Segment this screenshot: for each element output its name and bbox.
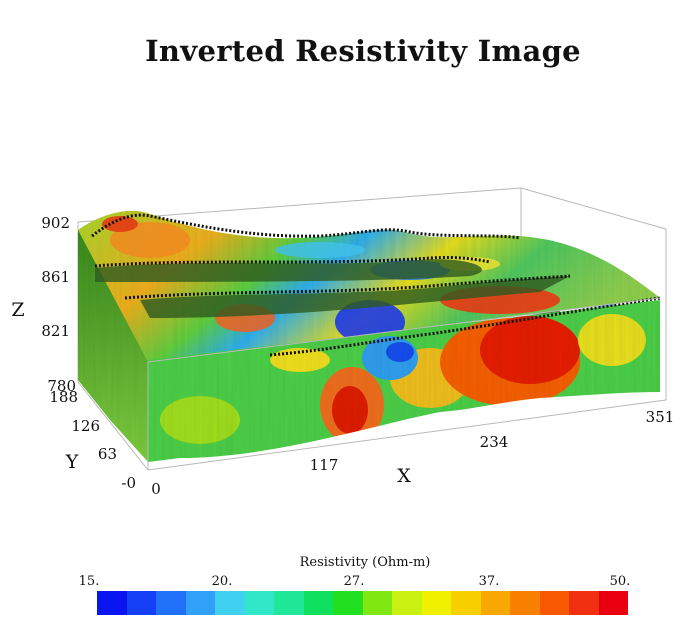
- colorbar-cell: [451, 591, 481, 615]
- colorbar-cell: [244, 591, 274, 615]
- x-tick-117: 117: [310, 456, 339, 474]
- colorbar-cell: [156, 591, 186, 615]
- colorbar-cell: [510, 591, 540, 615]
- colorbar-cell: [598, 591, 628, 615]
- x-axis-label: X: [397, 465, 411, 487]
- colorbar-tick-27: 27.: [343, 574, 365, 589]
- z-axis-label: Z: [11, 299, 24, 321]
- z-tick-821: 821: [41, 322, 70, 340]
- colorbar-cell: [480, 591, 510, 615]
- colorbar-tick-50: 50.: [609, 574, 631, 589]
- colorbar-tick-15: 15.: [78, 574, 100, 589]
- z-tick-861: 861: [41, 268, 70, 286]
- colorbar-cell: [333, 591, 363, 615]
- survey-lines: [91, 213, 661, 357]
- colorbar-cell: [569, 591, 599, 615]
- colorbar-cell: [362, 591, 392, 615]
- y-axis-label: Y: [65, 451, 79, 473]
- colorbar-cell: [539, 591, 569, 615]
- colorbar-title: Resistivity (Ohm-m): [299, 555, 431, 570]
- survey-line-3: [124, 274, 571, 300]
- colorbar-cell: [126, 591, 156, 615]
- colorbar-cell: [185, 591, 215, 615]
- z-tick-780: 780: [47, 377, 76, 395]
- chart-title: Inverted Resistivity Image: [145, 34, 581, 68]
- colorbar-cell: [215, 591, 245, 615]
- colorbar-cell: [274, 591, 304, 615]
- colorbar-cell: [303, 591, 333, 615]
- y-tick-126: 126: [71, 417, 100, 435]
- y-axis: 188 126 63 -0 Y: [49, 388, 136, 492]
- colorbar-tick-20: 20.: [211, 574, 233, 589]
- colorbar: [97, 591, 628, 615]
- colorbar-tick-37: 37.: [478, 574, 500, 589]
- z-axis: 902 861 821 780 Z: [11, 214, 76, 395]
- chart-plot-area: 902 861 821 780 Z 188 126 63 -0 Y 0 117 …: [11, 187, 674, 498]
- y-tick-63: 63: [98, 445, 117, 463]
- y-tick-188: 188: [49, 388, 78, 406]
- x-tick-351: 351: [646, 408, 675, 426]
- x-tick-0: 0: [151, 480, 161, 498]
- survey-line-4: [269, 296, 661, 357]
- x-tick-234: 234: [480, 433, 509, 451]
- colorbar-cell: [421, 591, 451, 615]
- front-edges: [147, 297, 661, 470]
- colorbar-cell: [97, 591, 127, 615]
- z-tick-902: 902: [41, 214, 70, 232]
- colorbar-cell: [392, 591, 422, 615]
- y-tick-0: -0: [121, 474, 136, 492]
- x-axis: 0 117 234 351 X: [151, 408, 674, 498]
